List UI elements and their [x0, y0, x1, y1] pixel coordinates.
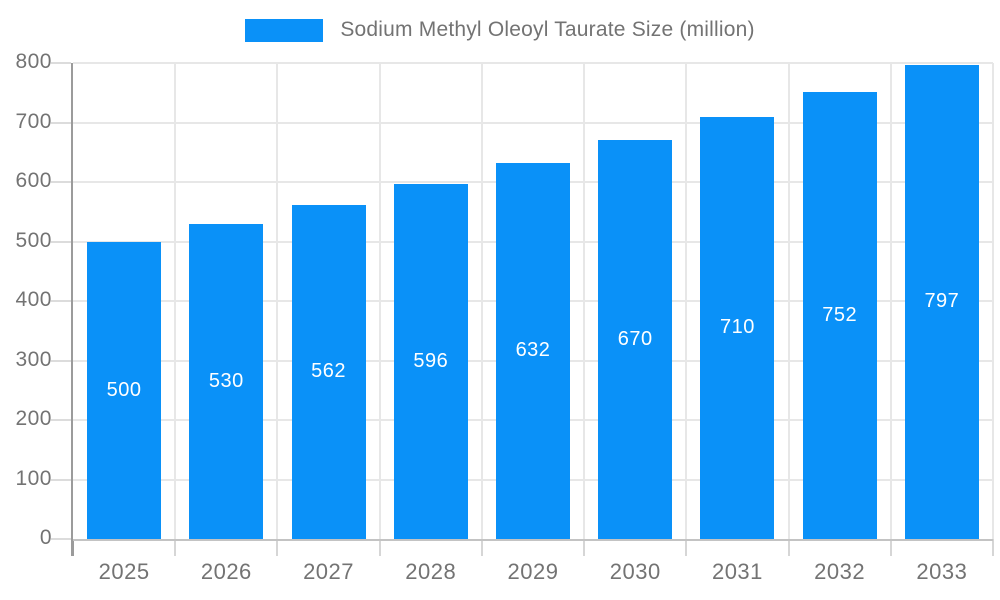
bar-value-label: 530	[208, 369, 244, 392]
y-gridline	[73, 62, 993, 64]
plot-area: 0 100 200 300 400 500 600 700 800 500 2025 530 2026 5…	[15, 50, 994, 584]
bar-value-label: 562	[311, 360, 346, 383]
y-gridline	[73, 121, 993, 124]
y-axis-tick	[51, 538, 71, 540]
x-axis-tick	[992, 539, 994, 556]
y-axis-tick	[51, 300, 71, 302]
x-gridline	[889, 63, 892, 539]
legend-swatch-icon	[245, 18, 324, 42]
bar-value-label: 670	[617, 328, 653, 351]
y-tick-label: 600	[15, 169, 52, 192]
y-tick-label: 700	[15, 109, 52, 133]
y-tick-label: 500	[15, 228, 52, 252]
bar-value-label: 710	[720, 316, 755, 339]
y-axis-tick	[51, 121, 71, 124]
y-tick-label: 100	[15, 466, 52, 490]
x-tick-label-2030: 2030	[609, 559, 661, 584]
x-tick-label-2026: 2026	[200, 559, 252, 584]
x-axis-tick	[480, 539, 483, 556]
x-gridline	[685, 63, 688, 539]
bar-2031: 710	[700, 116, 775, 539]
y-axis-tick	[51, 419, 71, 421]
x-tick-label-2028: 2028	[405, 559, 457, 584]
y-axis-tick	[51, 359, 71, 362]
bar-value-label: 797	[924, 290, 960, 313]
y-axis-tick	[51, 240, 71, 243]
legend-item[interactable]: Sodium Methyl Oleoyl Taurate Size (milli…	[245, 18, 754, 42]
bar-2029: 632	[496, 162, 570, 539]
x-axis-tick	[583, 539, 586, 556]
x-tick-label-2025: 2025	[98, 559, 150, 584]
y-axis-tick	[51, 62, 71, 64]
legend-label: Sodium Methyl Oleoyl Taurate Size (milli…	[340, 18, 755, 41]
bar-2027: 562	[291, 204, 366, 539]
x-gridline	[480, 63, 483, 539]
x-gridline	[276, 63, 279, 539]
x-tick-label-2033: 2033	[916, 559, 968, 584]
bar-value-label: 632	[515, 339, 551, 362]
y-axis-tick	[51, 478, 71, 481]
bar-2028: 596	[393, 184, 468, 539]
y-tick-label: 400	[15, 288, 52, 311]
y-axis-line	[71, 63, 73, 556]
y-tick-label: 0	[39, 526, 52, 549]
x-axis-tick	[889, 539, 892, 556]
x-axis-line	[73, 539, 993, 541]
bar-value-label: 500	[106, 378, 142, 401]
y-tick-label: 200	[15, 407, 52, 430]
x-axis-tick	[787, 539, 790, 556]
legend: Sodium Methyl Oleoyl Taurate Size (milli…	[0, 18, 1000, 42]
bar-2025: 500	[87, 241, 162, 539]
x-tick-label-2027: 2027	[303, 559, 355, 584]
x-tick-label-2032: 2032	[814, 559, 866, 584]
x-axis-tick	[378, 539, 381, 556]
bar-2030: 670	[598, 140, 673, 539]
x-gridline	[174, 63, 177, 539]
bar-2032: 752	[802, 91, 877, 539]
y-axis-tick	[51, 181, 71, 183]
x-gridline	[378, 63, 381, 539]
bar-value-label: 752	[822, 303, 858, 326]
y-tick-label: 300	[15, 347, 52, 371]
x-gridline	[583, 63, 586, 539]
x-axis-tick	[276, 539, 279, 556]
x-gridline	[992, 63, 994, 539]
y-tick-label: 800	[15, 50, 52, 73]
x-axis-tick	[174, 539, 177, 556]
x-gridline	[787, 63, 790, 539]
bar-value-label: 596	[413, 350, 449, 373]
x-tick-label-2029: 2029	[507, 559, 559, 584]
x-tick-label-2031: 2031	[711, 559, 763, 584]
x-axis-tick	[685, 539, 688, 556]
bar-2033: 797	[904, 64, 979, 539]
x-axis-tick	[72, 539, 74, 556]
bar-2026: 530	[189, 223, 264, 539]
